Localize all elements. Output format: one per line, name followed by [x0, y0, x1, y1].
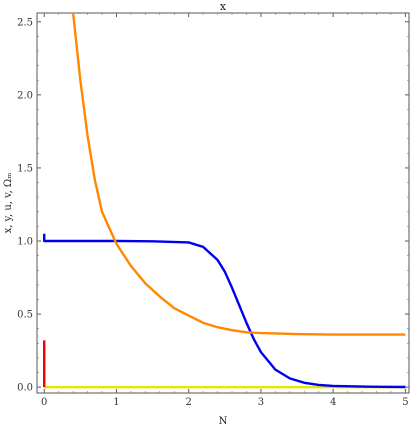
tick-labels: 0 1 2 3 4 5 0.0 0.5 1.0 1.5 2.0 2.5 [17, 17, 408, 408]
x-tick-label: 5 [402, 397, 408, 408]
ticks [37, 13, 409, 393]
x-tick-label: 4 [330, 397, 336, 408]
series-line-1 [71, 12, 406, 336]
x-tick-label: 2 [186, 397, 192, 408]
series-line-0 [43, 233, 406, 389]
x-axis-label: N [219, 416, 228, 427]
y-tick-label: 1.0 [17, 237, 33, 248]
y-tick-label: 0.0 [17, 383, 33, 394]
y-tick-label: 1.5 [17, 163, 33, 174]
plot-frame [36, 12, 410, 394]
x-tick-label: 1 [113, 397, 119, 408]
x-tick-label: 0 [41, 397, 47, 408]
series-group [43, 12, 406, 389]
x-tick-label: 3 [258, 397, 264, 408]
y-tick-label: 2.5 [17, 17, 33, 28]
y-axis-label: x, y, u, v, Ωₘ [3, 173, 14, 234]
y-tick-label: 2.0 [17, 90, 33, 101]
y-tick-label: 0.5 [17, 310, 33, 321]
chart-title: x [220, 0, 227, 13]
